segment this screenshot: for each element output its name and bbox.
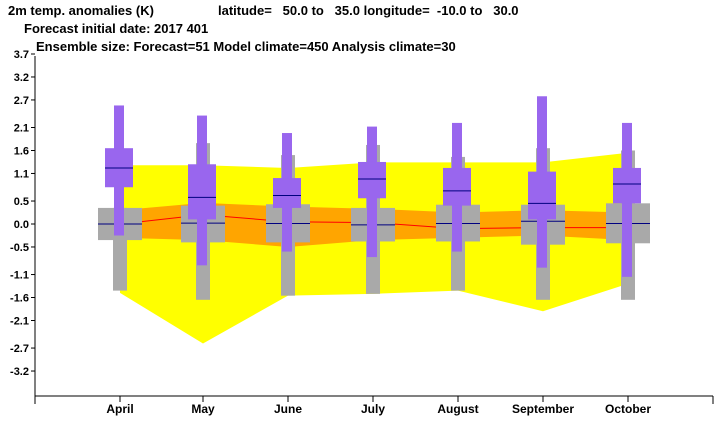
forecast-box-may <box>188 164 216 220</box>
forecast-box-june <box>273 178 301 208</box>
y-tick-label: 2.7 <box>14 95 29 107</box>
y-tick-label: 0.5 <box>14 196 29 208</box>
y-tick-label: 1.6 <box>14 145 29 157</box>
y-tick-label: 2.1 <box>14 123 29 135</box>
y-tick-label: -2.7 <box>10 343 29 355</box>
title-variable: 2m temp. anomalies (K) <box>8 3 154 18</box>
y-tick-label: -1.1 <box>10 270 29 282</box>
x-tick-label-october: October <box>605 402 651 416</box>
y-tick-label: -0.5 <box>10 242 29 254</box>
x-tick-label-may: May <box>191 402 215 416</box>
boxes-layer <box>98 96 650 300</box>
x-tick-label-april: April <box>106 402 133 416</box>
forecast-box-july <box>358 161 386 199</box>
forecast-box-september <box>528 171 556 220</box>
x-tick-label-september: September <box>512 402 574 416</box>
y-tick-label: 0.0 <box>14 219 29 231</box>
y-tick-label: 3.2 <box>14 72 29 84</box>
forecast-box-october <box>613 167 641 204</box>
ensemble-size: Ensemble size: Forecast=51 Model climate… <box>36 39 456 54</box>
y-tick-label: -1.6 <box>10 293 29 305</box>
x-tick-label-june: June <box>274 402 302 416</box>
forecast-box-august <box>443 167 471 206</box>
y-tick-label: -2.1 <box>10 315 29 327</box>
title-region: latitude= 50.0 to 35.0 longitude= -10.0 … <box>218 3 519 18</box>
axes-layer: 3.7 3.2 2.7 2.1 1.6 1.1 0.5 0.0 -0.5 -1.1 -1.6 -2.1… <box>10 49 714 416</box>
x-tick-label-july: July <box>361 402 385 416</box>
y-tick-label: 1.1 <box>14 168 29 180</box>
y-tick-label: 3.7 <box>14 49 29 61</box>
x-tick-label-august: August <box>437 402 478 416</box>
forecast-date: Forecast initial date: 2017 401 <box>24 21 209 36</box>
y-tick-label: -3.2 <box>10 366 29 378</box>
